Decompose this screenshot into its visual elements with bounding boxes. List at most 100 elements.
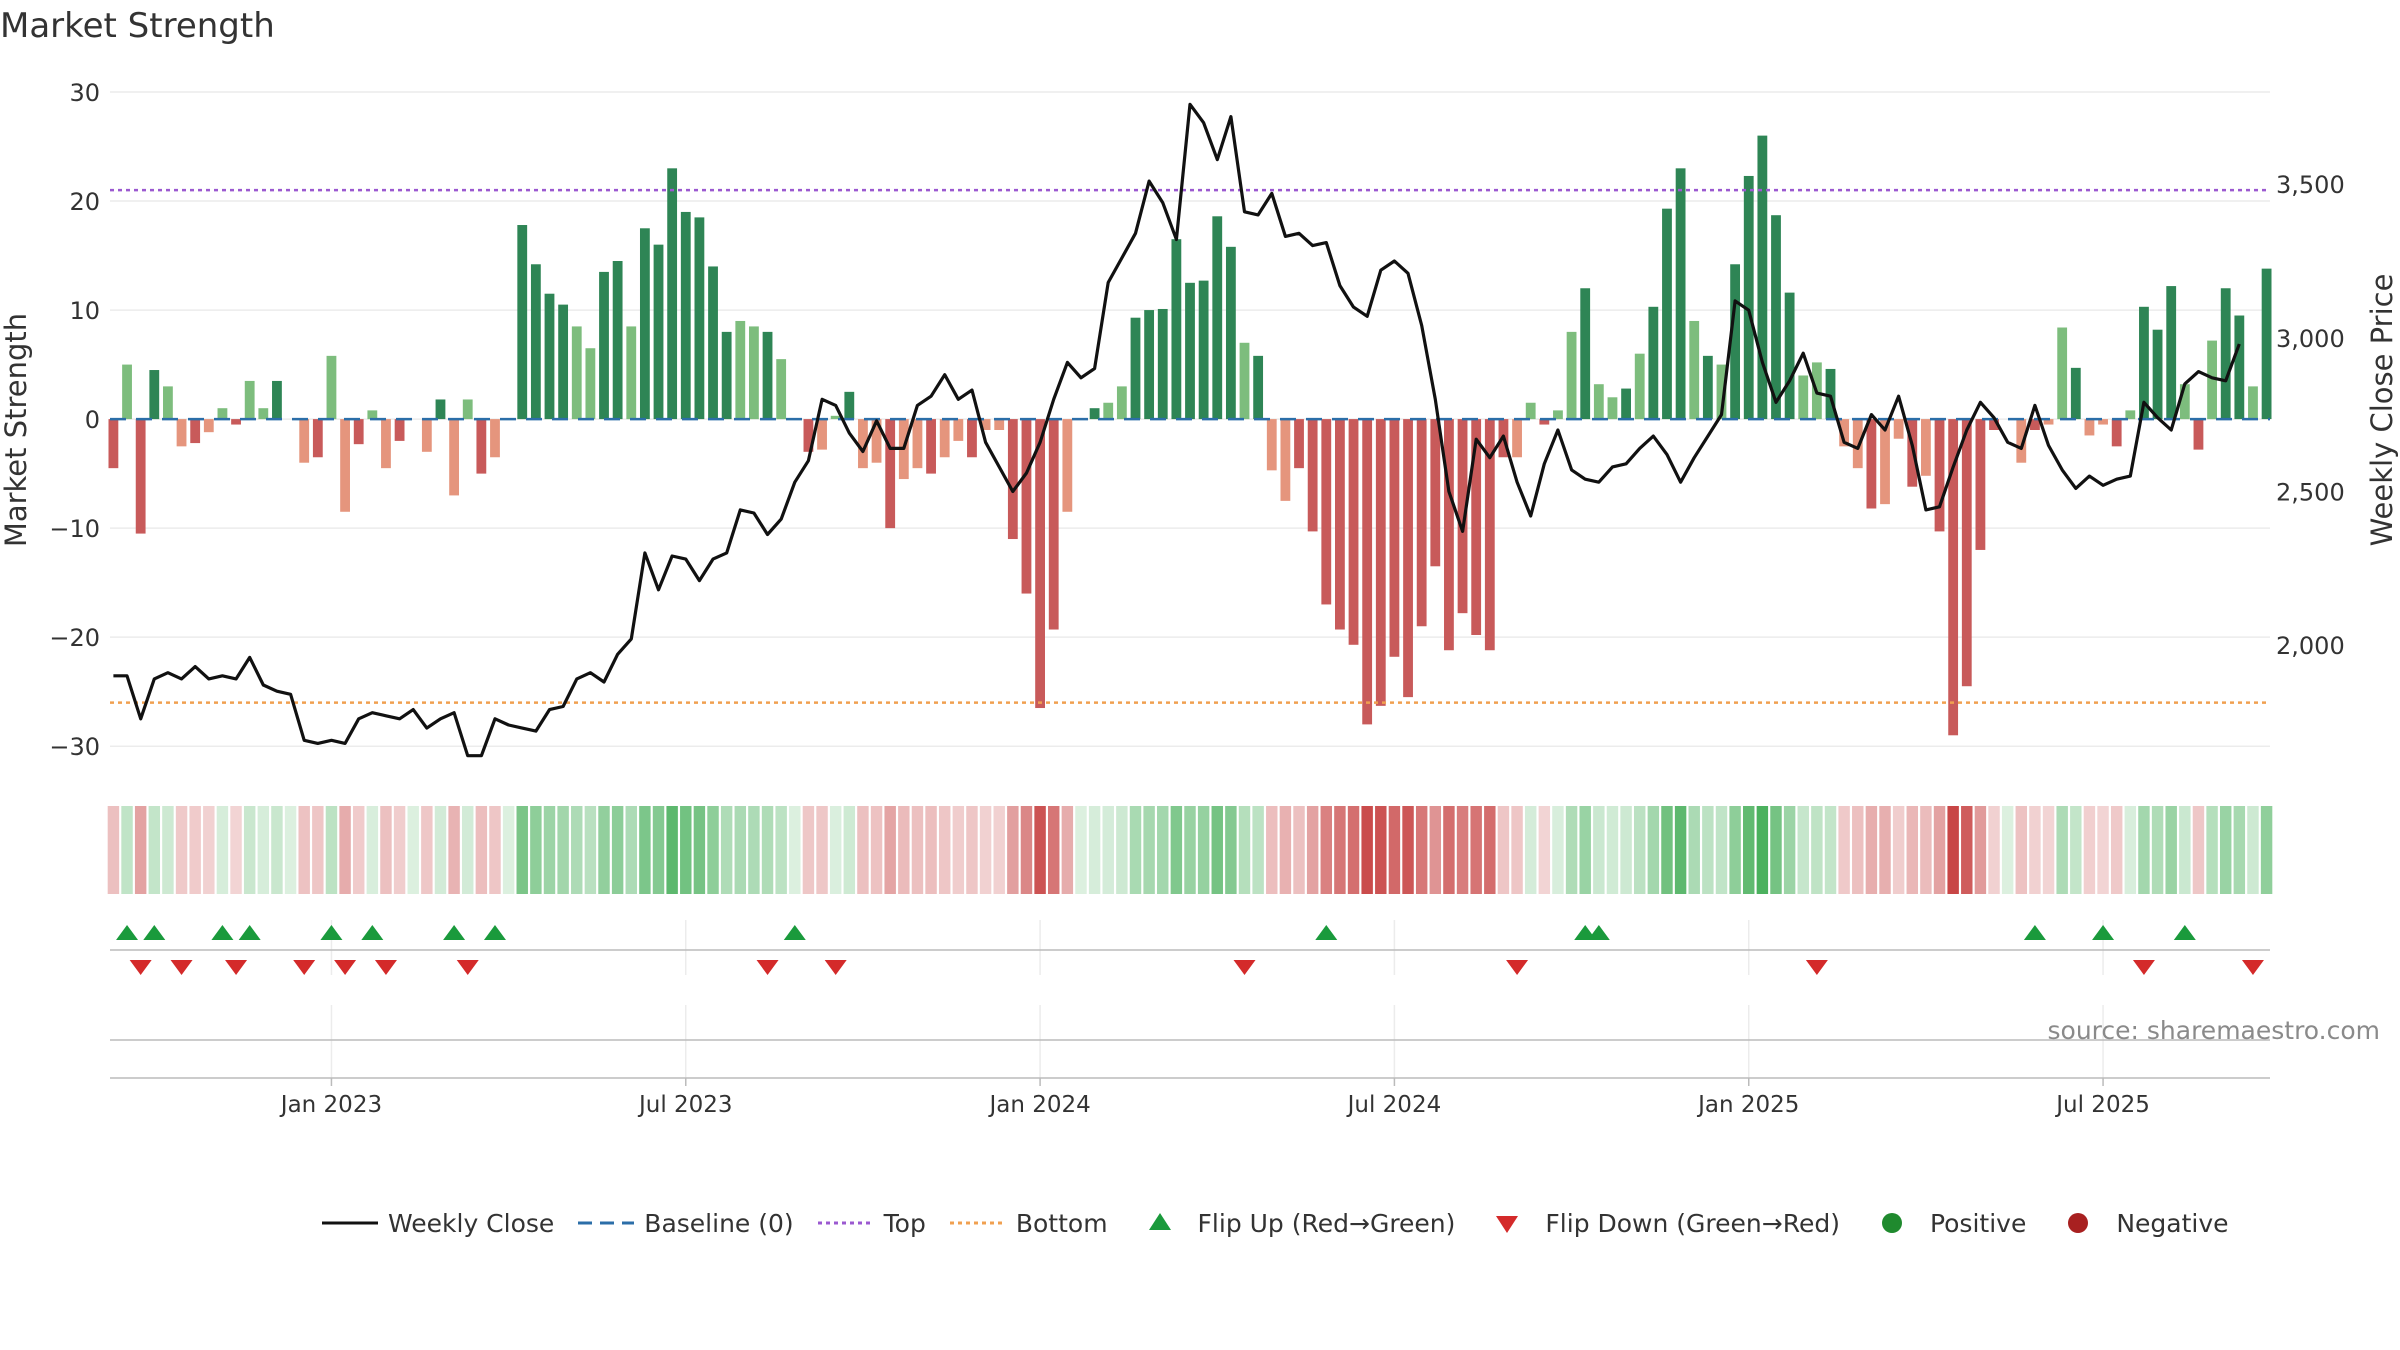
strength-strip-cell	[1034, 806, 1046, 894]
strength-strip-cell	[516, 806, 528, 894]
strength-bar-positive	[122, 364, 132, 420]
strength-bar-positive	[544, 293, 555, 420]
strength-strip-cell	[162, 806, 174, 894]
strength-strip-cell	[312, 806, 324, 894]
strength-bar-positive	[1784, 292, 1795, 420]
legend-item-baseline[interactable]: Baseline (0)	[576, 1208, 794, 1238]
strength-strip-cell	[761, 806, 774, 894]
strength-strip-cell	[2260, 806, 2273, 894]
strength-bar-negative	[1961, 419, 1972, 687]
y-tick-label: 20	[69, 188, 100, 216]
strength-strip-cell	[1497, 806, 1510, 894]
strength-bar-positive	[1675, 168, 1686, 420]
strength-strip-cell	[1538, 806, 1551, 894]
strength-strip-cell	[707, 806, 719, 894]
strength-bar-positive	[163, 386, 173, 420]
strength-bar-positive	[326, 355, 337, 420]
strength-strip-cell	[816, 806, 828, 894]
strength-bar-positive	[1730, 264, 1741, 420]
strength-strip-cell	[1157, 806, 1169, 894]
y-tick-label: −10	[49, 515, 100, 543]
strength-bar-positive	[517, 225, 528, 420]
strength-strip-cell	[557, 806, 569, 894]
strength-strip-cell	[380, 806, 392, 894]
strength-strip-cell	[1906, 806, 1918, 894]
strength-bar-positive	[244, 380, 255, 420]
strength-bar-negative	[1048, 419, 1059, 630]
strength-strip-cell	[243, 806, 256, 894]
flip-down-triangle-icon	[1496, 1216, 1519, 1233]
strength-strip-cell	[121, 806, 133, 894]
strength-bar-positive	[1798, 375, 1809, 420]
strength-strip-cell	[1211, 806, 1223, 894]
legend-item-flip-up[interactable]: Flip Up (Red→Green)	[1130, 1208, 1455, 1238]
strength-strip-cell	[2233, 806, 2246, 894]
strength-bar-negative	[967, 419, 977, 458]
y-tick-label: 0	[85, 406, 100, 434]
strength-bar-negative	[108, 419, 119, 469]
strength-bar-negative	[980, 419, 991, 430]
strength-strip-cell	[489, 806, 501, 894]
strength-strip-cell	[1579, 806, 1591, 894]
strength-bar-negative	[190, 419, 201, 444]
strength-bar-negative	[1839, 419, 1850, 447]
y-tick-label: 10	[69, 297, 100, 325]
strength-strip-cell	[1593, 806, 1605, 894]
strength-strip-cell	[421, 806, 433, 894]
legend-label-weekly-close: Weekly Close	[388, 1208, 555, 1238]
flip-up-marker	[443, 925, 466, 940]
flip-down-marker	[2132, 960, 2155, 975]
strength-bar-negative	[2193, 419, 2204, 450]
legend-label-flip-down: Flip Down (Green→Red)	[1545, 1208, 1840, 1238]
strength-strip-cell	[216, 806, 229, 894]
legend-item-positive[interactable]: Positive	[1862, 1208, 2026, 1238]
strength-bar-negative	[2016, 419, 2027, 463]
legend-item-top[interactable]: Top	[816, 1208, 926, 1238]
strength-strip-cell	[1170, 806, 1183, 894]
strength-bar-negative	[1348, 419, 1359, 645]
strength-bar-negative	[490, 419, 500, 458]
strength-bar-positive	[1185, 282, 1195, 420]
strength-bar-negative	[1920, 419, 1931, 476]
strength-strip-cell	[1088, 806, 1101, 894]
strength-strip-cell	[189, 806, 201, 894]
legend-item-bottom[interactable]: Bottom	[948, 1208, 1108, 1238]
flip-down-marker	[225, 960, 248, 975]
flip-up-marker	[238, 925, 261, 940]
strength-strip-cell	[1824, 806, 1837, 894]
strength-strip-cell	[462, 806, 474, 894]
strength-strip-cell	[1715, 806, 1728, 894]
strength-strip-cell	[2110, 806, 2123, 894]
flip-down-marker	[293, 960, 316, 975]
strength-bar-positive	[1225, 246, 1236, 420]
strength-bar-negative	[299, 419, 310, 463]
strength-strip-cell	[1320, 806, 1333, 894]
strength-bar-positive	[2207, 340, 2217, 420]
positive-dot-icon	[1881, 1213, 1902, 1233]
strength-bar-positive	[680, 211, 691, 420]
legend-item-flip-down[interactable]: Flip Down (Green→Red)	[1477, 1208, 1840, 1238]
strength-bar-negative	[1457, 419, 1468, 614]
strength-bar-negative	[1389, 419, 1400, 657]
strength-strip-cell	[1007, 806, 1019, 894]
weekly-close-line	[113, 102, 2241, 758]
strength-strip-cell	[1375, 806, 1387, 894]
strength-strip-cell	[979, 806, 992, 894]
strength-strip-cell	[802, 806, 815, 894]
flip-up-marker	[320, 925, 343, 940]
strength-strip-cell	[271, 806, 283, 894]
strength-strip-cell	[925, 806, 937, 894]
strength-strip-cell	[1047, 806, 1060, 894]
strength-bar-positive	[2248, 386, 2258, 420]
strength-strip-cell	[1020, 806, 1033, 894]
legend-item-negative[interactable]: Negative	[2048, 1208, 2229, 1238]
strength-strip-cell	[652, 806, 665, 894]
strength-strip-cell	[1470, 806, 1482, 894]
strength-bar-positive	[735, 320, 746, 420]
legend-item-weekly-close[interactable]: Weekly Close	[320, 1208, 554, 1238]
strength-strip-cell	[1484, 806, 1496, 894]
chart-title: Market Strength	[0, 6, 275, 46]
strength-bar-positive	[1743, 175, 1754, 420]
strength-strip-cell	[2001, 806, 2014, 894]
strength-bar-positive	[653, 244, 664, 420]
